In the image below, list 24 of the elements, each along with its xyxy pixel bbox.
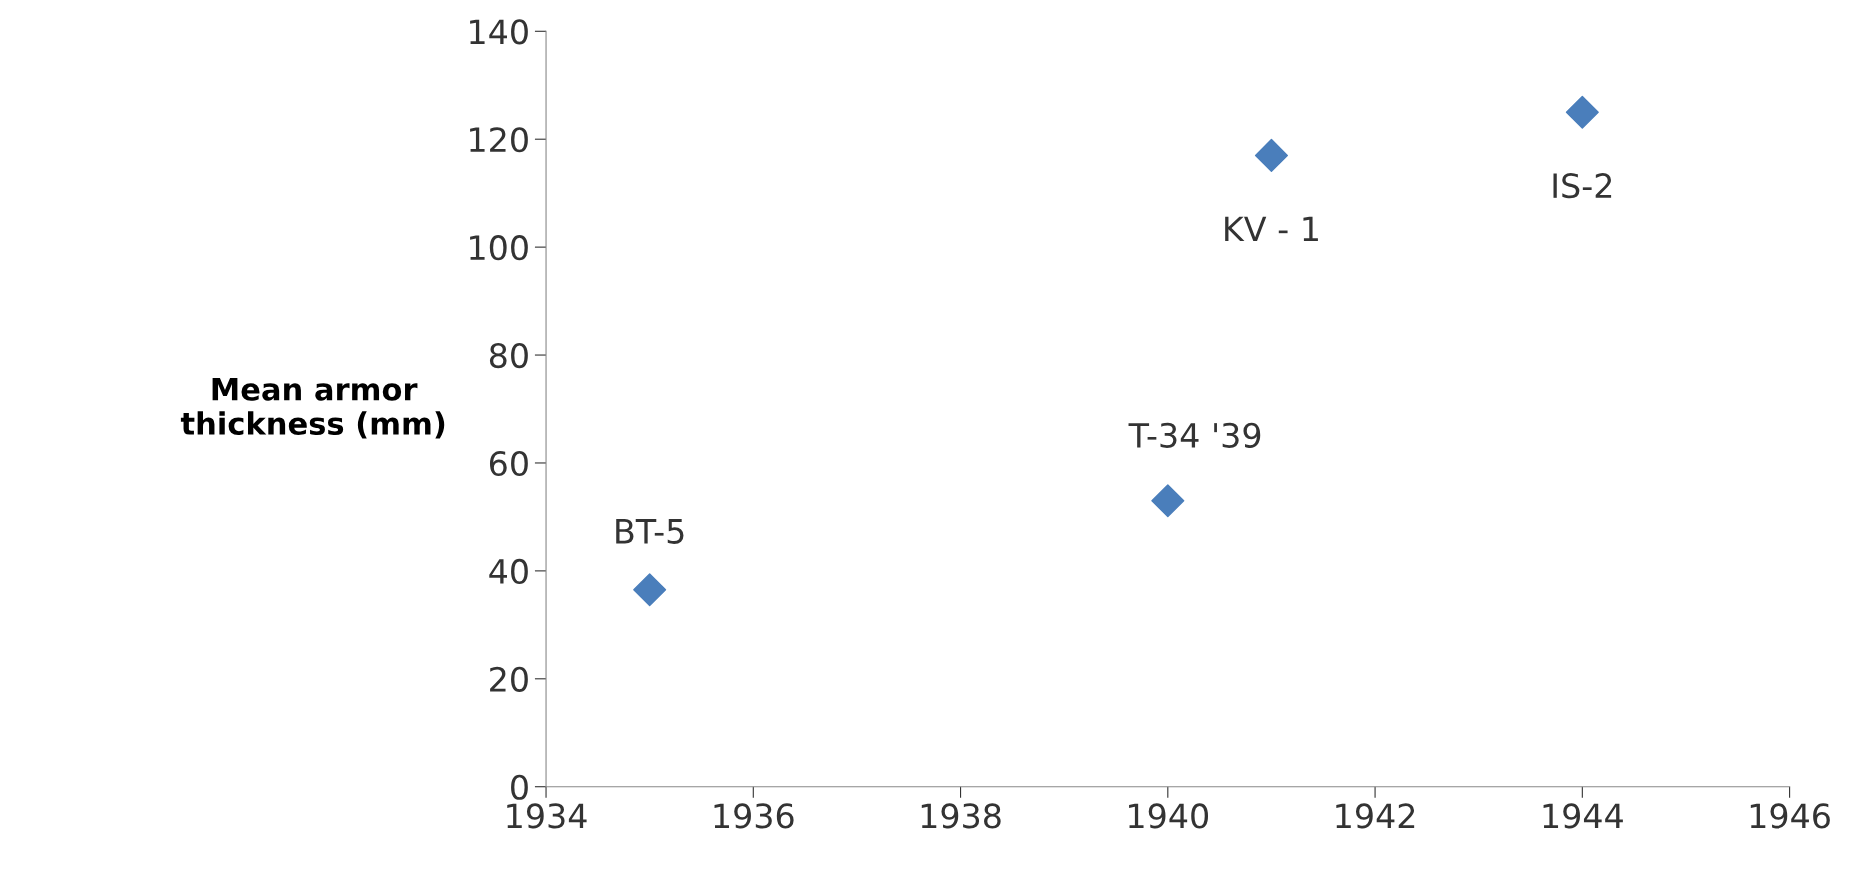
x-tick-label: 1938	[921, 803, 1001, 829]
x-tick-label: 1936	[714, 803, 794, 829]
x-tick-label: 1944	[1543, 803, 1623, 829]
y-tick-label: 40	[489, 558, 528, 585]
x-tick-label: 1940	[1129, 803, 1209, 829]
point	[1565, 95, 1599, 129]
y-tick-label: 120	[470, 127, 528, 153]
y-tick-label: 140	[470, 19, 528, 45]
y-axis-title: Mean armor thickness (mm)	[180, 378, 445, 439]
point	[633, 573, 667, 607]
annotation: KV - 1	[1225, 216, 1318, 241]
x-tick-label: 1942	[1336, 803, 1415, 829]
annotation: BT-5	[616, 519, 684, 544]
y-tick-label: 60	[489, 450, 528, 477]
y-tick-label: 20	[490, 666, 528, 692]
y-tick-label: 80	[489, 342, 528, 369]
point	[1151, 484, 1185, 518]
x-tick-label: 1946	[1750, 803, 1830, 829]
annotation: IS-2	[1553, 173, 1612, 199]
x-tick-label: 1934	[507, 803, 587, 829]
point	[1254, 138, 1288, 172]
y-tick-label: 0	[511, 774, 528, 800]
annotation: T-34 '39	[1128, 422, 1261, 448]
y-tick-label: 100	[470, 235, 528, 261]
